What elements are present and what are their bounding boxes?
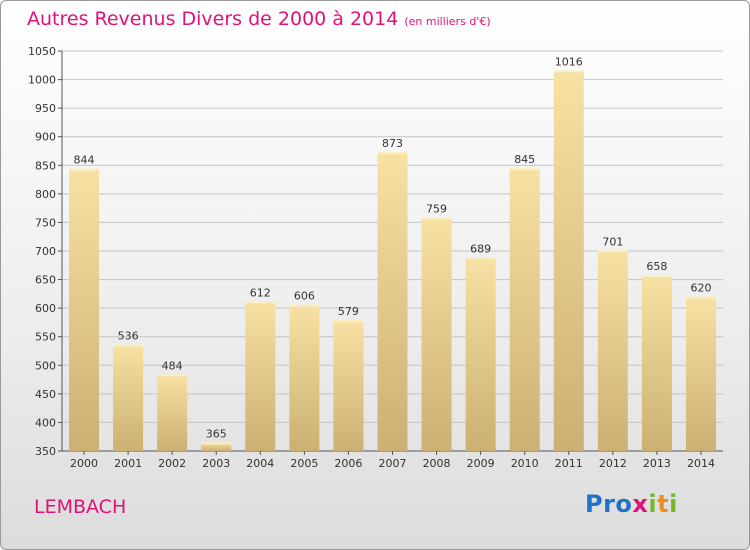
- bar: [685, 296, 716, 451]
- x-tick-label: 2003: [202, 457, 230, 470]
- bar: [509, 168, 540, 451]
- bar-top-highlight: [465, 257, 496, 260]
- title-text: Autres Revenus Divers de 2000 à 2014: [27, 8, 399, 30]
- y-tick-label: 650: [35, 274, 56, 287]
- x-tick-label: 2004: [246, 457, 274, 470]
- bar: [113, 344, 144, 451]
- y-tick-label: 600: [35, 302, 56, 315]
- data-label: 845: [514, 153, 535, 166]
- data-label: 612: [250, 286, 271, 299]
- bar-top-highlight: [509, 168, 540, 171]
- commune-name: LEMBACH: [34, 496, 127, 518]
- x-tick-label: 2002: [158, 457, 186, 470]
- bar-top-highlight: [421, 217, 452, 220]
- data-label: 689: [470, 242, 491, 255]
- proxiti-logo: Proxiti: [585, 490, 678, 518]
- bar: [641, 275, 672, 451]
- data-label: 759: [426, 202, 447, 215]
- y-tick-label: 800: [35, 188, 56, 201]
- bar-top-highlight: [245, 301, 276, 304]
- data-label: 536: [118, 330, 139, 343]
- chart-title: Autres Revenus Divers de 2000 à 2014 (en …: [27, 8, 491, 30]
- bar-top-highlight: [377, 152, 408, 155]
- bar-top-highlight: [69, 168, 100, 171]
- x-tick-label: 2006: [334, 457, 362, 470]
- bar-top-highlight: [113, 344, 144, 347]
- bar: [333, 320, 364, 451]
- data-label: 844: [74, 154, 95, 167]
- y-tick-label: 700: [35, 245, 56, 258]
- x-tick-label: 2008: [423, 457, 451, 470]
- subtitle-text: (en milliers d'€): [404, 15, 491, 28]
- bar-top-highlight: [597, 250, 628, 253]
- data-label: 365: [206, 427, 227, 440]
- bars: [69, 70, 716, 451]
- y-tick-label: 900: [35, 131, 56, 144]
- bar: [553, 70, 584, 451]
- y-tick-label: 1000: [28, 74, 56, 87]
- y-tick-label: 400: [35, 416, 56, 429]
- data-label: 1016: [555, 55, 583, 68]
- data-label: 620: [690, 282, 711, 295]
- y-tick-label: 350: [35, 445, 56, 458]
- data-label: 658: [646, 260, 667, 273]
- x-tick-label: 2009: [467, 457, 495, 470]
- bar: [465, 257, 496, 451]
- y-tick-label: 750: [35, 216, 56, 229]
- x-tick-label: 2007: [379, 457, 407, 470]
- data-label: 701: [602, 235, 623, 248]
- data-label: 606: [294, 290, 315, 303]
- labels: 350 400 450 500 550 600 650 700 750 800 850 900 950 1…: [28, 45, 715, 470]
- data-label: 873: [382, 137, 403, 150]
- bar-top-highlight: [641, 275, 672, 277]
- y-tick-label: 550: [35, 331, 56, 344]
- x-tick-label: 2014: [687, 457, 715, 470]
- y-tick-label: 850: [35, 159, 56, 172]
- x-tick-label: 2011: [555, 457, 583, 470]
- bar: [597, 250, 628, 451]
- y-tick-label: 1050: [28, 45, 56, 58]
- bar-top-highlight: [685, 296, 716, 299]
- bar: [157, 374, 188, 451]
- bar-top-highlight: [157, 374, 188, 377]
- data-label: 484: [162, 359, 183, 372]
- bar: [201, 442, 232, 451]
- x-tick-label: 2013: [643, 457, 671, 470]
- x-tick-label: 2001: [114, 457, 142, 470]
- y-tick-label: 950: [35, 102, 56, 115]
- bar-top-highlight: [289, 304, 320, 307]
- bar: [69, 168, 100, 451]
- y-tick-label: 500: [35, 359, 56, 372]
- data-label: 579: [338, 305, 359, 318]
- bar-top-highlight: [201, 442, 232, 445]
- y-tick-label: 450: [35, 388, 56, 401]
- bar-top-highlight: [553, 70, 584, 73]
- bar: [245, 301, 276, 451]
- x-tick-label: 2000: [70, 457, 98, 470]
- bar: [289, 304, 320, 451]
- bar: [421, 217, 452, 451]
- bar-top-highlight: [333, 320, 364, 323]
- x-tick-label: 2010: [511, 457, 539, 470]
- x-tick-label: 2005: [290, 457, 318, 470]
- x-tick-label: 2012: [599, 457, 627, 470]
- bar: [377, 152, 408, 451]
